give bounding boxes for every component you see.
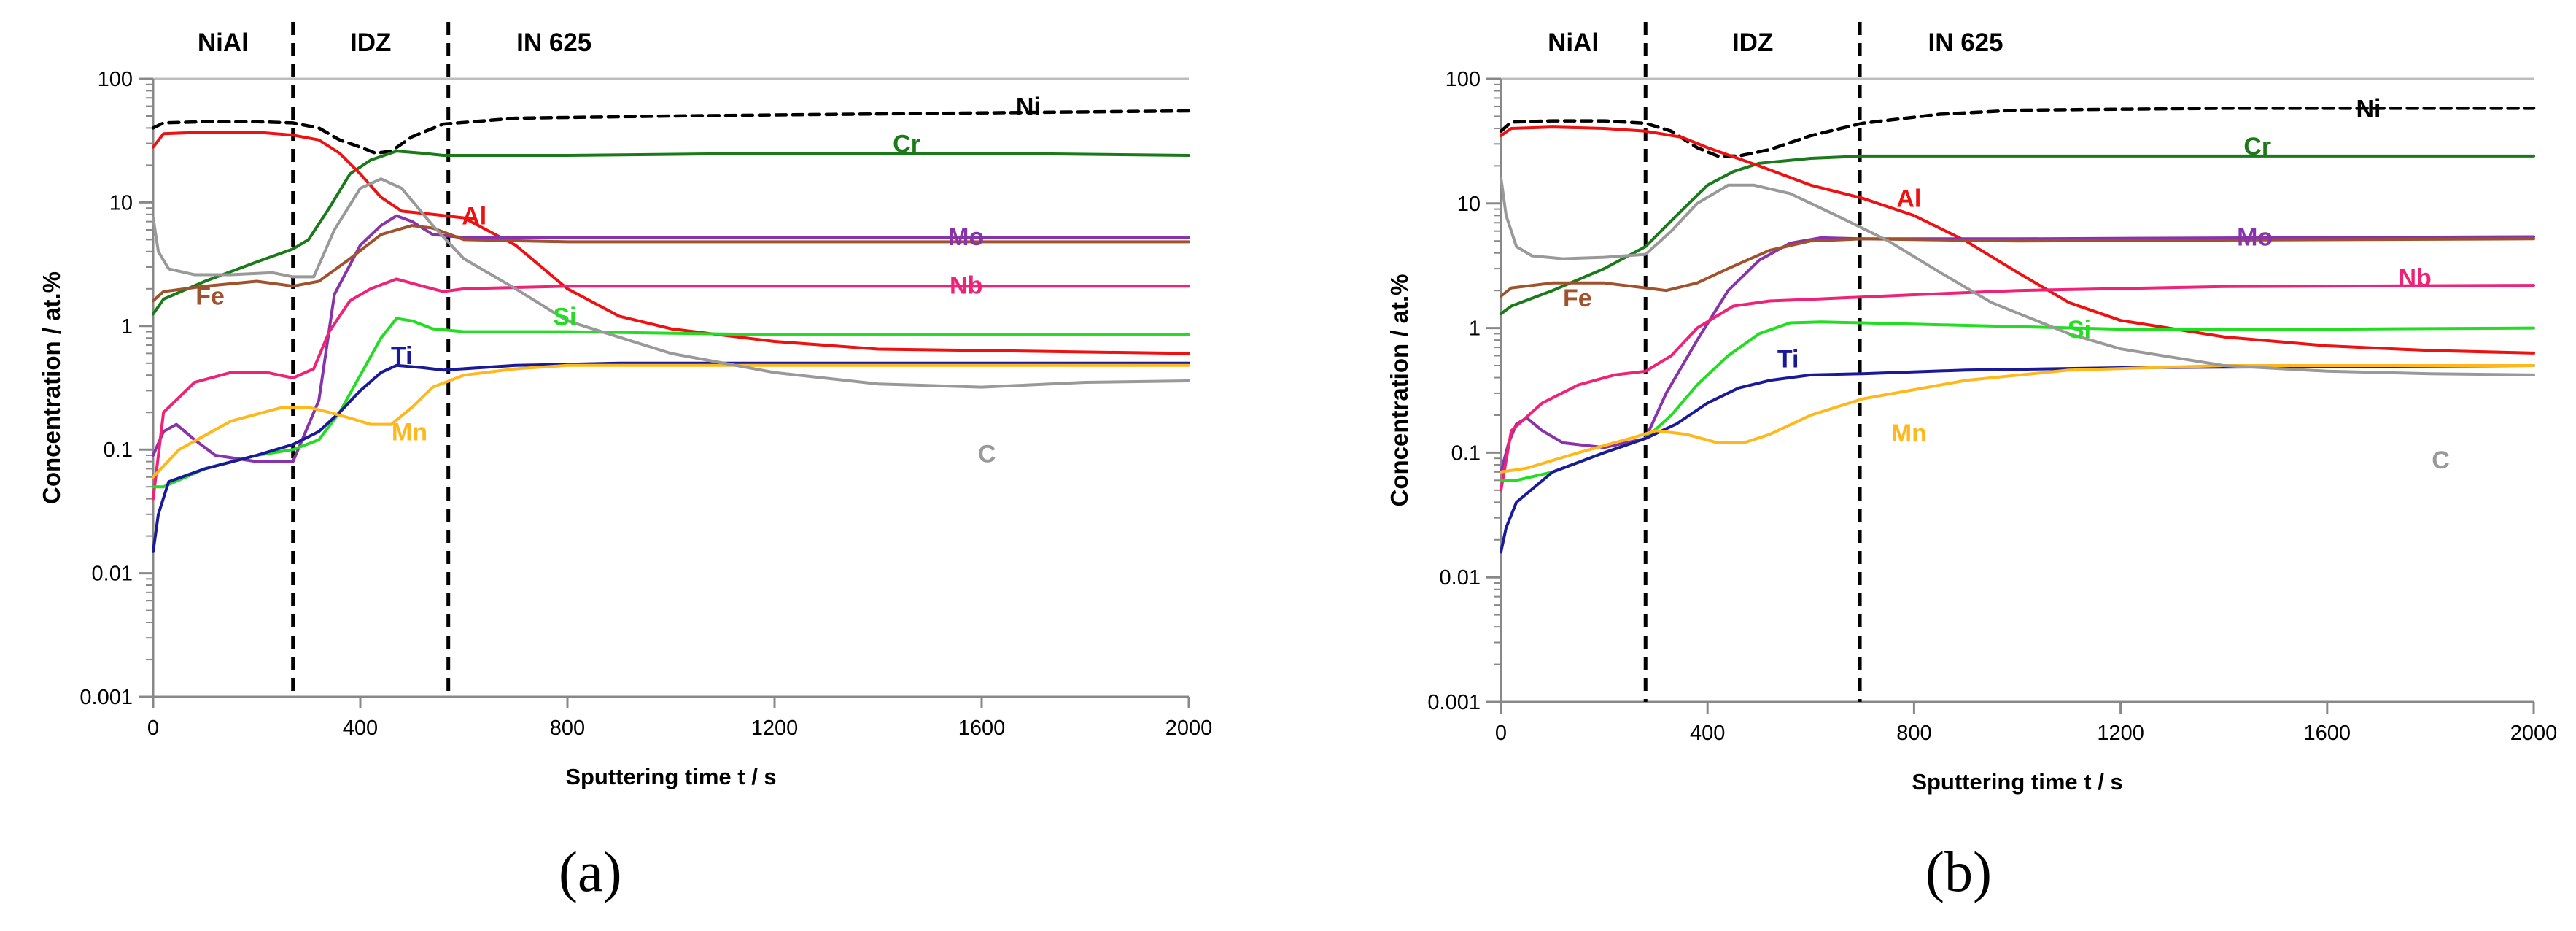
chart-b-series-label-nb: Nb: [2398, 264, 2431, 292]
chart-a-series-line-ni: [151, 109, 1191, 155]
chart-b-series-line-mn: [1500, 364, 2535, 474]
chart-a-series-label-al: Al: [462, 203, 486, 231]
chart-b-series-label-ni: Ni: [2356, 95, 2381, 123]
chart-b-series-label-ti: Ti: [1777, 345, 1799, 373]
chart-b-series-label-mo: Mo: [2237, 224, 2273, 252]
chart-a-x-tick-label: 1200: [751, 716, 799, 740]
chart-b-y-tick-label: 0.1: [1451, 441, 1481, 465]
chart-b-y-axis-title: Concentration / at.%: [1386, 274, 1413, 506]
chart-b-series-line-c: [1500, 176, 2535, 376]
chart-a-series-label-ti: Ti: [391, 342, 413, 370]
chart-a-series-line-ti: [152, 361, 1190, 553]
chart-b-series-label-mn: Mn: [1891, 420, 1927, 447]
chart-a-series-line-mn: [152, 363, 1190, 479]
chart-b-zone-label: IN 625: [1928, 28, 2003, 57]
chart-a-series-label-si: Si: [553, 303, 576, 331]
chart-b-series-label-fe: Fe: [1563, 285, 1592, 312]
chart-a-x-tick-label: 400: [343, 716, 378, 740]
chart-b-x-tick-label: 1200: [2097, 722, 2144, 745]
chart-b-x-tick-label: 0: [1495, 722, 1507, 745]
chart-a-series-line-nb: [152, 277, 1190, 501]
chart-b-y-tick-label: 0.01: [1440, 566, 1481, 590]
chart-b-series-label-si: Si: [2068, 316, 2091, 344]
chart-b-series-line-nb: [1500, 284, 2535, 492]
chart-a-series-label-mo: Mo: [948, 223, 984, 251]
chart-a-x-tick-label: 2000: [1165, 716, 1213, 740]
chart-a-series-line-mo: [152, 214, 1190, 463]
chart-a-series-line-c: [152, 177, 1190, 389]
chart-b-series-label-al: Al: [1896, 185, 1921, 213]
chart-b-series-line-fe: [1500, 237, 2535, 298]
chart-a-series-label-cr: Cr: [893, 131, 920, 158]
chart-a-x-tick-label: 800: [550, 716, 585, 740]
chart-b-y-tick-label: 100: [1446, 68, 1481, 91]
chart-a-y-axis-title: Concentration / at.%: [38, 271, 65, 504]
chart-b-x-tick-label: 2000: [2510, 722, 2558, 745]
chart-a-series-line-al: [152, 131, 1190, 355]
chart-b-x-tick-label: 1600: [2304, 722, 2351, 745]
chart-b-series-label-c: C: [2432, 447, 2450, 474]
chart-a-y-tick-label: 1: [121, 315, 133, 339]
chart-b-series-line-ti: [1500, 364, 2535, 554]
chart-a-series-label-fe: Fe: [195, 283, 225, 311]
panel-label-b: (b): [1925, 840, 1992, 903]
chart-b-x-tick-label: 800: [1896, 722, 1931, 745]
chart-a-series-label-c: C: [978, 441, 996, 468]
chart-b-zone-label: IDZ: [1732, 28, 1773, 57]
chart-b-series-line-si: [1500, 320, 2535, 482]
chart-a-series-label-mn: Mn: [392, 418, 427, 446]
chart-a-series-label-ni: Ni: [1016, 93, 1041, 121]
chart-a-x-tick-label: 0: [147, 716, 159, 740]
chart-b-x-axis-title: Sputtering time t / s: [1912, 769, 2122, 795]
chart-b-series-line-al: [1500, 125, 2535, 355]
chart-b-series-line-cr: [1500, 154, 2535, 316]
chart-b-x-tick-label: 400: [1690, 722, 1725, 745]
chart-a-series-line-fe: [152, 224, 1190, 303]
chart-a-series-line-cr: [152, 150, 1190, 316]
chart-b-y-tick-label: 1: [1469, 317, 1481, 341]
chart-a-series-label-nb: Nb: [950, 271, 982, 299]
chart-b-y-tick-label: 10: [1457, 193, 1481, 216]
chart-a-y-tick-label: 0.001: [79, 686, 133, 709]
panel-label-a: (a): [559, 840, 622, 903]
chart-a-y-tick-label: 100: [98, 68, 133, 91]
chart-a-zone-label: IDZ: [350, 28, 391, 57]
chart-b-zone-label: NiAl: [1548, 28, 1599, 57]
chart-a-x-axis-title: Sputtering time t / s: [565, 764, 776, 789]
chart-b-series-label-cr: Cr: [2243, 133, 2271, 161]
chart-a-y-tick-label: 0.01: [92, 563, 133, 586]
chart-a-zone-label: IN 625: [516, 28, 591, 57]
chart-a-y-tick-label: 0.1: [104, 439, 133, 462]
chart-a-y-tick-label: 10: [109, 191, 133, 215]
chart-a-series-line-si: [152, 317, 1190, 489]
chart-a-zone-label: NiAl: [198, 28, 249, 57]
chart-b-y-tick-label: 0.001: [1427, 691, 1481, 714]
chart-a-x-tick-label: 1600: [958, 716, 1006, 740]
